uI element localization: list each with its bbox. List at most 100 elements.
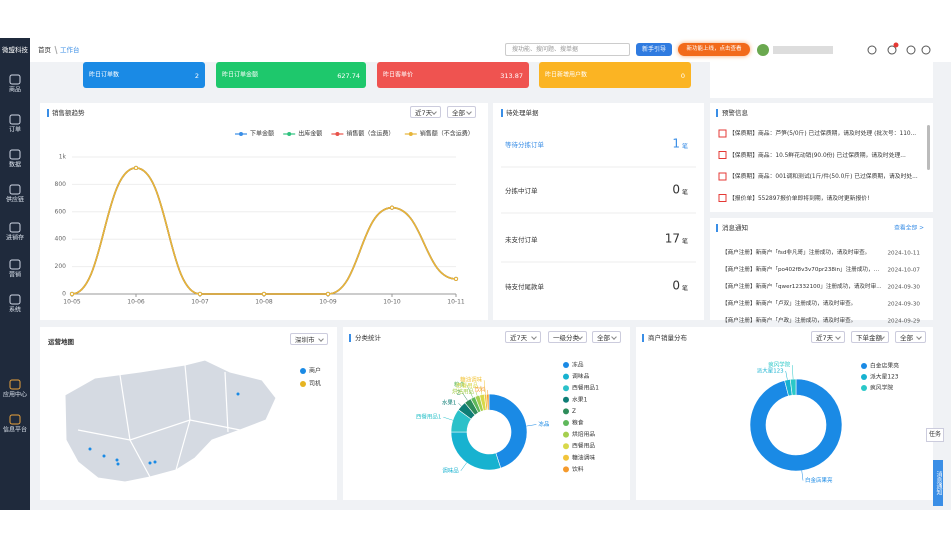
x-tick-label: 10-10: [383, 299, 401, 306]
legend-marker: [335, 132, 340, 136]
label-leader: [791, 365, 794, 380]
pending-label: 未支付订单: [505, 235, 538, 244]
x-tick-label: 10-09: [319, 299, 337, 306]
menu-icon: [9, 294, 21, 305]
filter-select[interactable]: 近7天: [410, 106, 441, 118]
legend-label: 下单金额: [250, 130, 274, 138]
side-tab[interactable]: 消息通知: [933, 460, 943, 506]
legend-dot: [861, 363, 867, 369]
city-select[interactable]: 深圳市: [290, 333, 328, 345]
message-text[interactable]: 【商户注册】新商户「户政」注册成功，请及时审查。: [722, 318, 857, 324]
warning-panel: [710, 103, 933, 212]
chart-title: 分类统计: [355, 333, 382, 342]
header-icon: [867, 45, 877, 55]
legend-label: 西餐用品: [572, 442, 595, 450]
search-box[interactable]: 搜功能、搜问题、搜单据: [505, 43, 630, 56]
merchant-dot: [115, 458, 119, 462]
menu-icon: [9, 74, 21, 85]
message-date: 2024-09-30: [887, 285, 920, 291]
guide-button[interactable]: 新手引导: [636, 43, 672, 56]
avatar: [757, 44, 769, 56]
legend-label: 销售额（不含运费）: [420, 130, 474, 138]
warning-icon: [718, 151, 727, 159]
message-text[interactable]: 【商户注册】新商户「qwer12332100」注册成功，请及时审...: [722, 284, 882, 290]
menu-item[interactable]: 系统: [9, 306, 21, 314]
kpi-card: [539, 62, 691, 88]
filter-select[interactable]: 全部: [895, 331, 926, 343]
sidebar: [0, 38, 30, 510]
legend-label: 粮食: [572, 419, 584, 427]
menu-item[interactable]: 商品: [9, 86, 21, 94]
label-leader: [460, 462, 467, 471]
point: [261, 291, 267, 297]
point: [389, 205, 395, 210]
filter-select[interactable]: 下单金额: [851, 331, 889, 343]
slice-label: 白金店果亮: [805, 476, 833, 484]
legend-label: 水果1: [572, 395, 588, 403]
legend-label: 饮料: [572, 465, 584, 473]
menu-icon: [9, 379, 21, 390]
legend-dot: [861, 385, 867, 391]
legend-dot: [563, 373, 569, 380]
pie-slice: [486, 393, 490, 411]
warning-icon: [718, 129, 727, 138]
x-tick-label: 10-06: [127, 299, 145, 306]
y-tick-label: 200: [55, 263, 67, 270]
filter-select[interactable]: 全部: [447, 106, 476, 118]
legend-dot: [563, 466, 569, 473]
view-all[interactable]: 查看全部 >: [894, 224, 924, 232]
menu-item[interactable]: 营销: [9, 271, 21, 279]
kpi-label: 昨日订单金额: [222, 71, 258, 79]
menu-item[interactable]: 数据: [9, 161, 21, 169]
warning-text[interactable]: 【保质期】商品：001调和测试(1斤/件(50.0斤) 已过保质期，请及时处..…: [729, 174, 918, 180]
legend-marker: [239, 132, 243, 136]
merchant-dot: [116, 462, 120, 466]
warning-text[interactable]: 【保质期】商品：10.5鲜花动销(90.0份) 已过保质期，请及时处理...: [729, 152, 906, 159]
point: [325, 291, 331, 297]
filter-select[interactable]: 一级分类: [548, 331, 587, 343]
slice-label: 饮料: [475, 386, 487, 394]
x-tick-label: 10-05: [63, 299, 81, 306]
filter-select[interactable]: 近7天: [505, 331, 541, 343]
label-leader: [785, 370, 788, 380]
series-line: [71, 167, 457, 295]
y-tick-label: 800: [55, 181, 67, 188]
message-text[interactable]: 【商户注册】新商户「po402f8v3v70pr238in」注册成功，请...: [722, 267, 882, 273]
user-name: [773, 46, 833, 54]
filter-select[interactable]: 近7天: [811, 331, 845, 343]
new-feature-button[interactable]: 新功能上线，点击查看: [678, 43, 750, 56]
header-icon: [887, 45, 897, 55]
slice-label: 粮食: [454, 380, 466, 388]
menu-item[interactable]: 订单: [9, 126, 21, 134]
breadcrumb: 首页: [38, 45, 52, 54]
legend-label: 司机: [309, 380, 321, 388]
pending-unit: 笔: [682, 238, 688, 246]
menu-item[interactable]: 供应链: [6, 196, 24, 204]
message-text[interactable]: 【商户注册】新商户「fsd非凡哥」注册成功，请及时审查。: [722, 250, 871, 256]
legend-label: 商户: [309, 367, 321, 375]
message-text[interactable]: 【商户注册】新商户「卢双」注册成功，请及时审查。: [722, 301, 857, 307]
legend-label: 烘焙用品: [572, 430, 595, 438]
series-line: [71, 167, 457, 295]
y-tick-label: 400: [55, 236, 67, 243]
slice-label: Z: [457, 391, 461, 397]
title-bar: [716, 109, 718, 117]
side-tab[interactable]: 任务: [926, 428, 944, 442]
point: [133, 165, 139, 171]
legend-dot: [563, 431, 569, 438]
slice-label: 调味品: [442, 466, 459, 474]
menu-icon: [9, 259, 21, 270]
menu-item[interactable]: 进销存: [6, 234, 24, 242]
filter-select[interactable]: 全部: [592, 331, 621, 343]
merchant-dot: [236, 392, 240, 396]
pending-count: 1: [672, 137, 680, 151]
menu-item[interactable]: 信息平台: [3, 426, 27, 434]
series-line: [71, 167, 457, 295]
slice-label: 派大星123: [757, 366, 784, 374]
kpi-label: 昨日客单价: [383, 71, 413, 79]
warning-text[interactable]: 【报价单】552897报价单即将到期，请及时更新报价!: [729, 195, 870, 202]
menu-item[interactable]: 应用中心: [3, 391, 27, 399]
panel-title: 运营地图: [48, 337, 75, 346]
label-leader: [443, 416, 453, 421]
warning-text[interactable]: 【保质期】商品：芦笋(5/0斤) 已过保质期，请及时处理 (批次号：110...: [729, 131, 917, 137]
